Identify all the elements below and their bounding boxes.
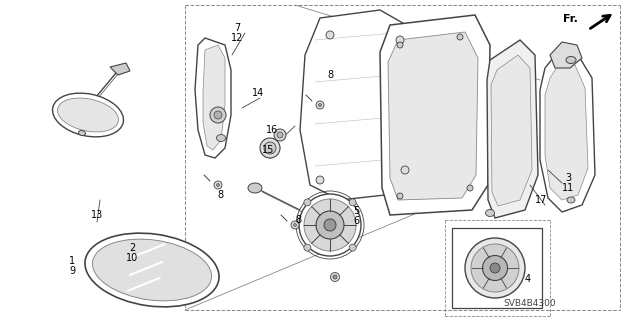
Text: 17: 17 — [535, 195, 547, 205]
Text: SVB4B4300: SVB4B4300 — [504, 299, 556, 308]
Ellipse shape — [291, 221, 299, 229]
Ellipse shape — [304, 199, 311, 206]
Text: 5: 5 — [353, 206, 359, 216]
Ellipse shape — [58, 98, 118, 132]
Text: 2: 2 — [129, 243, 135, 253]
Text: 15: 15 — [262, 145, 274, 155]
Ellipse shape — [264, 142, 276, 154]
Ellipse shape — [274, 129, 286, 141]
Ellipse shape — [566, 56, 576, 63]
Text: 8: 8 — [295, 215, 301, 225]
Polygon shape — [388, 32, 478, 200]
Polygon shape — [540, 52, 595, 212]
Text: 4: 4 — [525, 274, 531, 284]
Polygon shape — [380, 15, 490, 215]
Polygon shape — [452, 228, 542, 308]
Polygon shape — [110, 63, 130, 75]
Text: 16: 16 — [266, 125, 278, 135]
Ellipse shape — [85, 233, 219, 307]
Ellipse shape — [277, 132, 283, 138]
Polygon shape — [491, 55, 532, 206]
Text: 10: 10 — [126, 253, 138, 263]
Ellipse shape — [486, 210, 495, 217]
Text: 11: 11 — [562, 183, 574, 193]
Ellipse shape — [294, 224, 296, 226]
Polygon shape — [203, 45, 225, 150]
Text: 8: 8 — [327, 70, 333, 80]
Ellipse shape — [316, 211, 344, 239]
Ellipse shape — [483, 256, 508, 280]
Polygon shape — [487, 40, 538, 218]
Text: 6: 6 — [353, 216, 359, 226]
Ellipse shape — [52, 93, 124, 137]
Ellipse shape — [401, 166, 409, 174]
Text: 7: 7 — [234, 23, 240, 33]
Ellipse shape — [397, 42, 403, 48]
Ellipse shape — [304, 199, 356, 251]
Ellipse shape — [260, 138, 280, 158]
Text: 14: 14 — [252, 88, 264, 98]
Text: 13: 13 — [91, 210, 103, 220]
Text: 1: 1 — [69, 256, 75, 266]
Polygon shape — [550, 42, 582, 68]
Ellipse shape — [210, 107, 226, 123]
Ellipse shape — [467, 185, 473, 191]
Ellipse shape — [349, 199, 356, 206]
Ellipse shape — [304, 244, 311, 251]
Ellipse shape — [248, 183, 262, 193]
Ellipse shape — [333, 275, 337, 279]
Ellipse shape — [490, 263, 500, 273]
Text: 12: 12 — [231, 33, 243, 43]
Ellipse shape — [316, 176, 324, 184]
Ellipse shape — [326, 31, 334, 39]
Ellipse shape — [349, 244, 356, 251]
Polygon shape — [195, 38, 231, 158]
Ellipse shape — [214, 111, 222, 119]
Ellipse shape — [299, 194, 361, 256]
Ellipse shape — [92, 239, 212, 301]
Text: 3: 3 — [565, 173, 571, 183]
Text: 9: 9 — [69, 266, 75, 276]
Ellipse shape — [471, 244, 519, 292]
Ellipse shape — [216, 135, 225, 142]
Ellipse shape — [319, 103, 321, 107]
Ellipse shape — [79, 130, 86, 136]
Text: 8: 8 — [217, 190, 223, 200]
Ellipse shape — [396, 36, 404, 44]
Ellipse shape — [397, 193, 403, 199]
Ellipse shape — [324, 219, 336, 231]
Polygon shape — [300, 10, 420, 200]
Ellipse shape — [465, 238, 525, 298]
Polygon shape — [545, 62, 588, 200]
Ellipse shape — [457, 34, 463, 40]
Ellipse shape — [214, 181, 222, 189]
Ellipse shape — [316, 101, 324, 109]
Ellipse shape — [216, 183, 220, 187]
Text: Fr.: Fr. — [563, 14, 578, 24]
Ellipse shape — [330, 272, 339, 281]
Ellipse shape — [567, 197, 575, 203]
